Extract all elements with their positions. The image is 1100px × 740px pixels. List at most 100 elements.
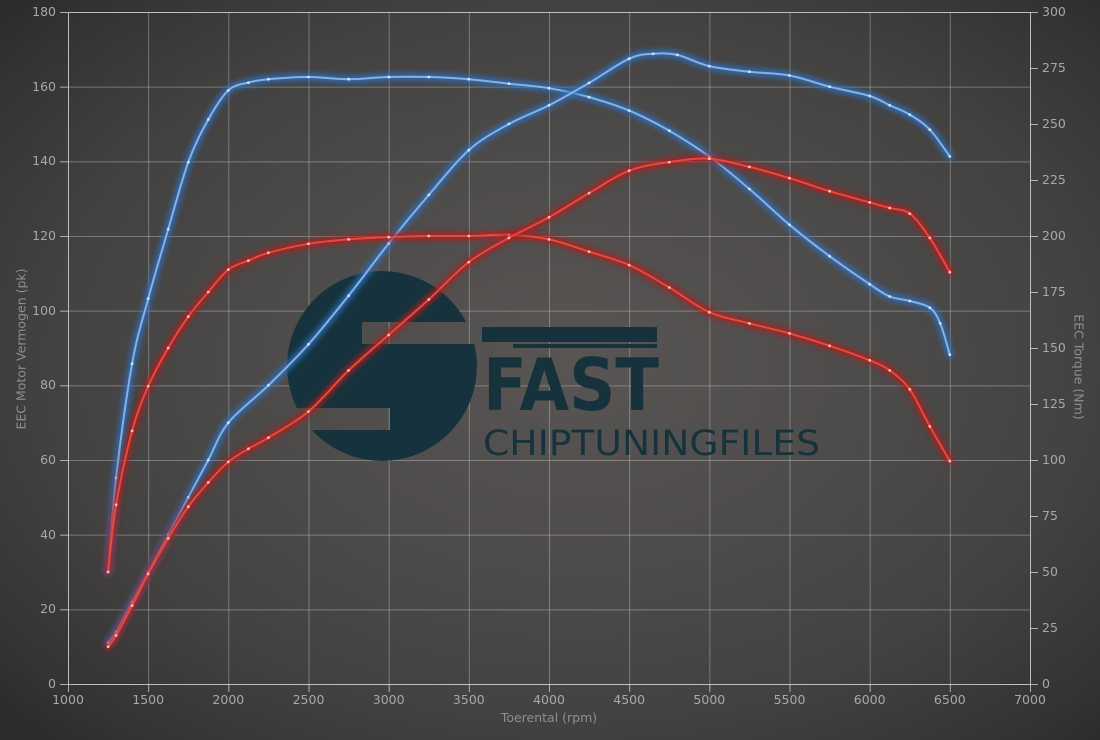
blue-power-point	[587, 81, 591, 85]
y-right-tick-label: 300	[1042, 4, 1066, 19]
blue-torque-point	[467, 77, 471, 81]
y-right-tick-label: 150	[1042, 340, 1066, 355]
red-torque-point	[267, 251, 270, 255]
red-torque-point	[166, 346, 170, 350]
blue-power-point	[828, 85, 831, 89]
x-tick-label: 6000	[853, 692, 886, 707]
red-torque-point	[247, 259, 250, 262]
blue-torque-point	[114, 476, 118, 480]
y-left-tick-label: 120	[32, 228, 56, 243]
y-left-tick-label: 20	[40, 601, 56, 617]
red-power-point	[667, 160, 671, 164]
y-right-tick-label: 175	[1042, 284, 1066, 299]
blue-power-point	[467, 148, 471, 152]
red-power-point	[206, 481, 210, 484]
red-torque-point	[130, 429, 134, 433]
red-torque-point	[928, 425, 932, 428]
blue-torque-point	[206, 118, 210, 121]
y-left-tick-label: 180	[32, 4, 56, 19]
y-right-tick-label: 225	[1042, 172, 1066, 187]
red-power-point	[247, 447, 250, 451]
x-tick-label: 6500	[933, 692, 966, 707]
red-power-point	[467, 260, 471, 264]
y-left-tick-label: 60	[40, 452, 56, 467]
red-torque-point	[226, 268, 230, 271]
red-torque-point	[146, 384, 150, 388]
blue-torque-point	[226, 89, 230, 92]
y-right-tick-label: 75	[1042, 508, 1058, 523]
blue-power-point	[707, 64, 711, 68]
blue-power-point	[928, 128, 932, 132]
red-torque-point	[908, 388, 912, 391]
x-tick-label: 2000	[212, 692, 245, 707]
blue-power-point	[206, 458, 210, 462]
red-torque-point	[106, 570, 110, 574]
blue-torque-point	[828, 254, 831, 258]
x-tick-label: 5500	[773, 692, 806, 707]
red-power-point	[166, 537, 170, 540]
red-power-point	[114, 634, 118, 637]
series-red-power	[104, 155, 954, 651]
red-torque-point	[627, 263, 631, 267]
red-power-point	[547, 215, 551, 219]
red-torque-point	[114, 503, 118, 507]
red-power-point	[908, 212, 912, 216]
blue-torque-point	[130, 362, 134, 366]
y-left-tick-label: 100	[32, 302, 56, 318]
blue-torque-point	[347, 77, 350, 81]
blue-torque-glow	[104, 73, 954, 576]
red-power-point	[587, 191, 591, 195]
blue-torque-point	[547, 86, 551, 90]
blue-power-point	[347, 294, 350, 298]
blue-torque-point	[307, 75, 310, 79]
red-torque-point	[788, 332, 791, 335]
red-torque-point	[748, 322, 751, 325]
blue-torque-point	[186, 160, 190, 164]
blue-power-point	[226, 421, 230, 425]
red-torque-point	[387, 235, 391, 239]
red-torque-point	[427, 234, 431, 238]
red-power-point	[226, 460, 230, 464]
x-tick-label: 5000	[693, 692, 726, 707]
blue-torque-point	[247, 81, 250, 84]
y-left-tick-label: 140	[32, 153, 56, 169]
y-left-tick-label: 0	[48, 676, 56, 691]
blue-torque-point	[948, 353, 952, 357]
blue-power-point	[307, 342, 310, 346]
blue-torque-point	[888, 295, 892, 298]
y-left-tick-label: 80	[40, 377, 56, 393]
blue-torque-point	[928, 306, 932, 310]
blue-torque-line	[107, 75, 951, 573]
blue-torque-point	[748, 187, 751, 191]
red-torque-point	[828, 344, 831, 348]
red-torque-point	[347, 238, 350, 241]
blue-power-point	[788, 74, 791, 77]
blue-power-point	[186, 495, 190, 499]
x-tick-label: 4000	[533, 692, 565, 707]
x-tick-label: 3500	[452, 692, 485, 707]
logo-bar	[482, 327, 657, 342]
blue-torque-point	[667, 129, 671, 133]
red-torque-point	[948, 459, 952, 463]
red-power-point	[267, 436, 270, 439]
red-torque-point	[888, 369, 892, 372]
y-right-tick-label: 125	[1042, 396, 1066, 411]
x-tick-label: 7000	[1014, 692, 1046, 707]
series-blue-torque	[104, 73, 954, 576]
red-power-point	[627, 169, 631, 173]
logo-s-circle-icon	[287, 271, 477, 461]
blue-power-point	[748, 70, 751, 74]
blue-power-point	[267, 383, 270, 387]
blue-torque-point	[427, 75, 431, 79]
red-power-point	[507, 236, 511, 240]
red-torque-point	[467, 234, 471, 238]
blue-torque-point	[788, 223, 791, 227]
red-power-point	[427, 298, 431, 301]
red-torque-point	[667, 286, 671, 289]
red-power-point	[307, 410, 310, 413]
y-right-tick-label: 25	[1042, 620, 1058, 635]
x-tick-label: 3000	[372, 692, 405, 707]
blue-power-point	[868, 94, 872, 98]
red-torque-point	[547, 238, 551, 241]
blue-torque-point	[387, 75, 391, 79]
